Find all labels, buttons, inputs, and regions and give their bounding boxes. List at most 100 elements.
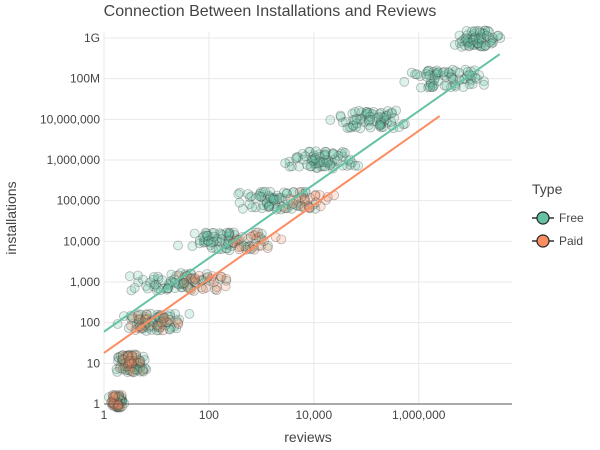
free-point [399, 76, 410, 87]
paid-point [110, 390, 121, 401]
free-point [378, 122, 389, 132]
free-point [371, 113, 382, 124]
free-point [353, 106, 364, 116]
free-point [113, 393, 124, 404]
free-point [153, 274, 164, 285]
free-point [456, 36, 467, 47]
paid-point [127, 350, 138, 361]
free-point [386, 117, 397, 127]
paid-legend-label: Paid [559, 234, 583, 248]
free-point [129, 364, 140, 375]
free-point [158, 312, 168, 323]
y-tick-label: 1 [93, 397, 100, 411]
free-point [120, 351, 131, 362]
free-point [243, 233, 254, 244]
paid-point [253, 227, 264, 238]
free-point [234, 197, 245, 208]
free-point [269, 192, 280, 203]
paid-point [113, 399, 123, 410]
free-point [377, 111, 387, 122]
free-point [125, 358, 136, 369]
free-point [284, 161, 295, 172]
free-point [153, 325, 164, 336]
free-point [256, 191, 267, 202]
free-point [122, 352, 133, 363]
free-point [376, 107, 387, 118]
free-point [308, 158, 319, 169]
paid-point [189, 273, 200, 283]
free-point [141, 281, 152, 291]
free-point [214, 236, 225, 247]
free-point [184, 308, 195, 319]
free-point [320, 161, 331, 172]
free-point [260, 186, 271, 197]
free-point [135, 362, 146, 373]
paid-point [127, 366, 138, 377]
free-point [115, 351, 126, 362]
free-point [207, 227, 218, 238]
free-point [332, 155, 343, 166]
free-point [169, 321, 180, 332]
free-point [487, 37, 498, 48]
paid-point [295, 201, 306, 212]
free-point [476, 41, 487, 52]
free-point [134, 357, 145, 368]
free-point [495, 33, 506, 43]
free-point [129, 361, 140, 372]
free-point [466, 39, 476, 49]
free-point [345, 159, 356, 170]
free-point [139, 363, 150, 374]
free-point [261, 196, 272, 207]
paid-point [262, 243, 273, 254]
free-point [223, 231, 234, 242]
free-point [286, 203, 297, 214]
free-point [327, 148, 338, 158]
free-point [365, 122, 376, 133]
free-point [132, 360, 143, 371]
free-point [351, 118, 362, 129]
free-point [316, 161, 327, 172]
free-point [470, 32, 481, 42]
free-point [427, 82, 438, 92]
y-tick-label: 1,000,000 [47, 153, 101, 167]
free-point [244, 199, 255, 210]
free-point [158, 315, 169, 326]
free-point [120, 353, 130, 364]
free-point [466, 26, 477, 37]
free-point [412, 69, 422, 80]
free-point [474, 27, 485, 38]
paid-point [315, 201, 326, 212]
free-point [274, 193, 285, 204]
free-point [206, 237, 216, 248]
free-point [118, 350, 128, 361]
free-point [280, 158, 291, 169]
free-point [374, 109, 385, 119]
free-point [128, 367, 139, 378]
free-point [129, 283, 140, 293]
plot-points [104, 25, 506, 413]
free-point [439, 66, 450, 77]
free-point [355, 123, 366, 134]
free-point [325, 115, 336, 125]
free-point [111, 402, 122, 413]
free-point [141, 364, 152, 375]
free-point [178, 278, 188, 289]
free-point [155, 317, 166, 328]
free-point [367, 109, 378, 119]
free-point [151, 325, 162, 336]
free-point [133, 277, 144, 288]
free-point [188, 275, 199, 286]
paid-point [299, 194, 310, 205]
paid-point [120, 357, 131, 368]
paid-point [221, 273, 232, 284]
free-point [174, 314, 184, 325]
free-point [272, 194, 283, 205]
free-point [130, 362, 140, 373]
free-point [415, 71, 426, 81]
free-point [467, 33, 478, 44]
free-point [125, 362, 136, 372]
free-point [446, 69, 457, 79]
free-point [482, 25, 493, 36]
x-tick-label: 1,000,000 [392, 408, 446, 422]
free-point [119, 359, 130, 370]
